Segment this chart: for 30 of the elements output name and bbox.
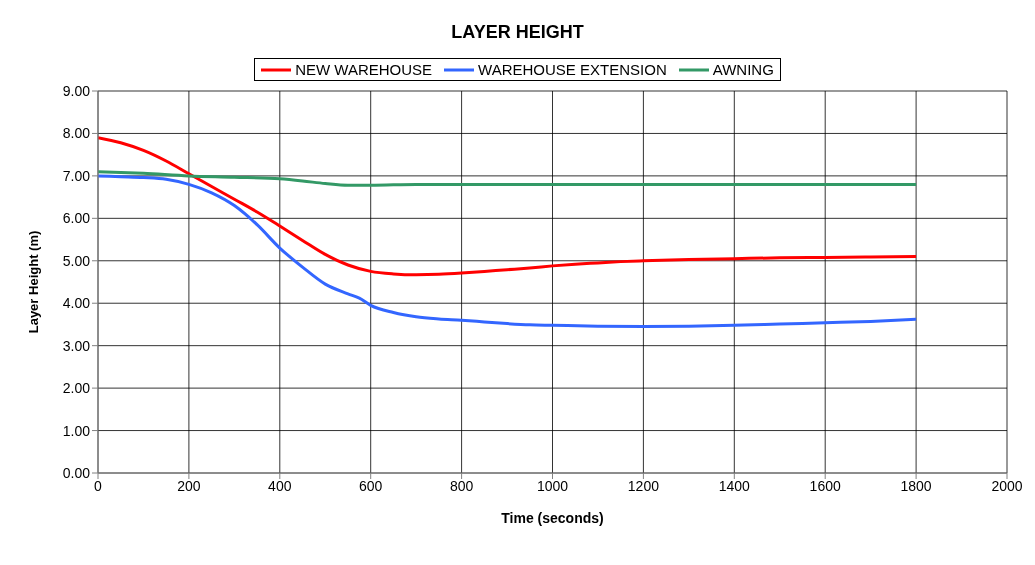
line-series [98, 136, 918, 277]
x-tick-label: 600 [359, 477, 383, 494]
y-tick-label: 3.00 [62, 337, 91, 354]
legend-label: NEW WAREHOUSE [294, 61, 433, 78]
x-tick-label: 800 [449, 477, 474, 494]
y-tick-label: 9.00 [62, 82, 91, 99]
y-axis-title: Layer Height (m) [25, 230, 41, 334]
line-series [98, 174, 918, 329]
x-tick-label: 2000 [991, 477, 1023, 494]
x-tick-label: 1800 [900, 477, 932, 494]
y-tick-label: 0.00 [62, 464, 91, 481]
x-tick-label: 1200 [627, 477, 660, 494]
x-tick-label: 1000 [536, 477, 569, 494]
legend-label: WAREHOUSE EXTENSION [477, 61, 667, 78]
legend-label: AWNING [711, 61, 774, 78]
x-tick-label: 1600 [809, 477, 841, 494]
x-tick-label: 0 [94, 477, 103, 494]
y-tick-label: 2.00 [62, 380, 91, 397]
y-tick-label: 1.00 [62, 422, 91, 439]
x-axis-title: Time (seconds) [501, 510, 604, 526]
x-tick-label: 400 [268, 477, 292, 494]
y-tick-label: 6.00 [62, 210, 91, 227]
y-tick-label: 8.00 [62, 125, 91, 142]
y-tick-label: 5.00 [62, 252, 91, 269]
y-tick-label: 7.00 [62, 167, 91, 184]
chart-title: LAYER HEIGHT [450, 21, 585, 44]
x-tick-label: 200 [177, 477, 201, 494]
line-series [98, 170, 918, 187]
y-tick-label: 4.00 [62, 295, 91, 312]
x-tick-label: 1400 [718, 477, 751, 494]
